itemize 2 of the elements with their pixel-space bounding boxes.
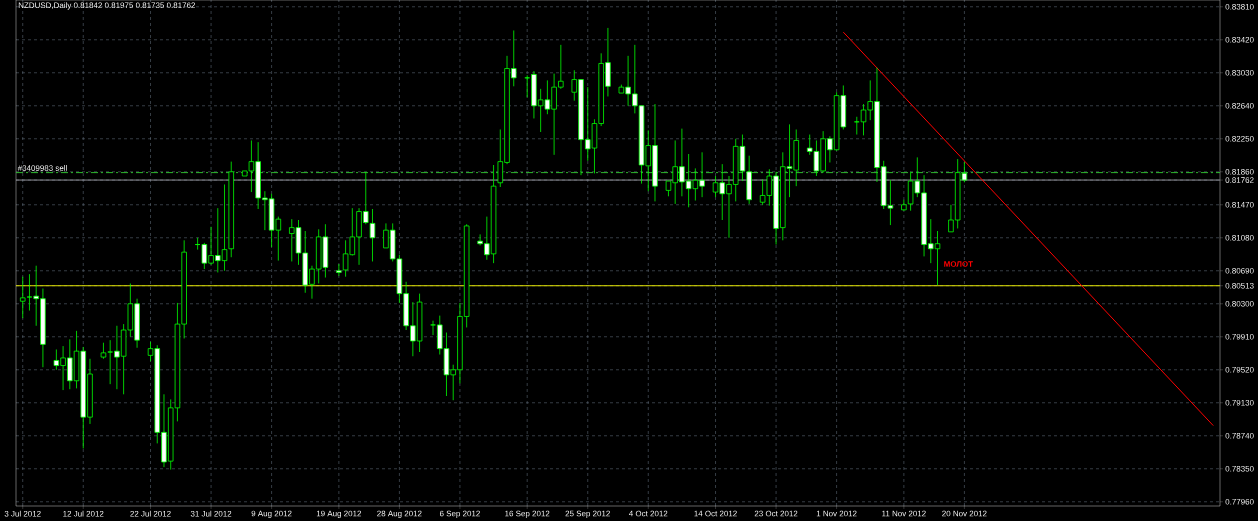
candlestick [369,208,376,262]
candlestick [430,320,436,336]
